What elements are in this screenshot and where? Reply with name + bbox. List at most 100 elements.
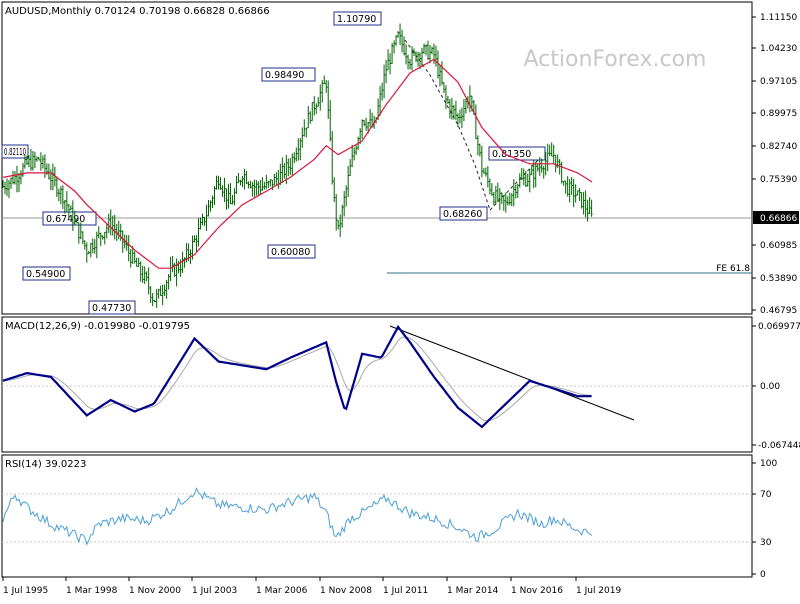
price-bar <box>237 172 240 184</box>
price-bar <box>59 186 62 205</box>
price-bar <box>159 285 162 296</box>
price-bar <box>526 173 529 187</box>
macd-signal-line <box>2 336 592 422</box>
swing-label-047730: 0.47730 <box>92 303 131 314</box>
price-bar <box>245 170 248 184</box>
price-bar <box>143 266 146 284</box>
price-bar <box>329 99 332 142</box>
price-bar <box>301 127 304 148</box>
price-bar <box>353 147 356 161</box>
price-bar <box>490 183 493 196</box>
price-bar <box>73 210 76 226</box>
price-bar <box>528 168 531 193</box>
price-bar <box>149 286 152 304</box>
swing-labels: 0.82110 0.67490 0.54900 0.47730 0.98490 … <box>1 11 546 315</box>
price-bar <box>387 49 390 71</box>
swing-label-068260: 0.68260 <box>443 209 482 220</box>
swing-label-082110: 0.82110 <box>4 147 26 158</box>
price-bar <box>139 261 142 282</box>
price-bar <box>568 178 571 203</box>
price-bar <box>295 147 298 162</box>
price-bar <box>135 257 138 267</box>
price-bar <box>79 222 82 240</box>
price-bar <box>103 231 106 245</box>
price-bar <box>546 143 549 172</box>
macd-panel <box>1 316 753 453</box>
price-bar <box>554 154 557 173</box>
price-bar <box>381 82 384 101</box>
price-bar <box>119 223 122 241</box>
price-bar <box>297 138 300 161</box>
price-bar <box>572 178 575 208</box>
price-bar <box>393 40 396 54</box>
price-bar <box>409 58 412 70</box>
x-tick-label: 1 Mar 1998 <box>66 586 118 596</box>
price-bar <box>217 175 220 190</box>
price-bar <box>524 171 527 187</box>
price-tick-label: 0.82740 <box>760 142 797 152</box>
price-bar <box>7 179 10 199</box>
price-bar <box>389 53 392 75</box>
price-bar <box>205 204 208 232</box>
rsi-y-axis: 100 70 30 0 <box>752 459 777 580</box>
price-bar <box>486 166 489 188</box>
price-bar <box>25 155 28 165</box>
price-bar <box>369 109 372 128</box>
price-bar <box>562 180 565 186</box>
price-bar <box>21 162 24 177</box>
price-bar <box>225 188 228 210</box>
price-bar <box>333 177 336 203</box>
price-bar <box>552 144 555 164</box>
price-bar <box>576 190 579 196</box>
price-bar <box>197 217 200 247</box>
price-bar <box>269 179 272 187</box>
x-tick-label: 1 Mar 2014 <box>447 586 499 596</box>
price-bar <box>181 251 184 273</box>
price-bar <box>35 156 38 162</box>
price-bar <box>494 185 497 205</box>
price-bar <box>145 271 148 282</box>
price-bar <box>417 51 420 67</box>
rsi-tick-label: 100 <box>760 459 777 469</box>
price-bar <box>215 175 218 190</box>
price-bar <box>351 144 354 168</box>
price-bar <box>514 184 517 199</box>
price-bar <box>462 99 465 122</box>
price-bar <box>430 46 433 55</box>
price-bar <box>113 214 116 240</box>
price-bar <box>391 43 394 65</box>
price-bar <box>484 167 487 177</box>
price-bar <box>405 44 408 65</box>
price-bar <box>117 220 120 240</box>
price-bar <box>335 194 338 231</box>
price-bar <box>71 200 74 231</box>
price-bar <box>432 43 435 64</box>
price-bar <box>151 293 154 307</box>
price-bar <box>564 180 567 194</box>
rsi-tick-label: 70 <box>760 490 772 500</box>
price-bar <box>67 203 70 219</box>
price-bar <box>235 175 238 194</box>
price-bar <box>31 150 34 171</box>
price-y-axis: 1.11150 1.04230 0.97105 0.89975 0.82740 … <box>752 13 797 316</box>
price-bar <box>570 176 573 196</box>
price-ma <box>2 58 593 269</box>
price-bar <box>147 267 150 295</box>
price-bar <box>560 161 563 184</box>
price-bar <box>506 196 509 206</box>
price-bar <box>508 192 511 206</box>
price-bar <box>500 192 503 205</box>
price-bar <box>37 156 40 161</box>
price-bar <box>99 232 102 247</box>
price-bar <box>415 51 418 63</box>
price-bar <box>233 188 236 206</box>
price-bar <box>343 191 346 217</box>
price-bar <box>542 165 545 179</box>
swing-label-081350: 0.81350 <box>492 149 531 160</box>
price-bar <box>47 163 50 180</box>
price-bar <box>303 119 306 137</box>
price-bar <box>424 44 427 56</box>
price-bar <box>129 248 132 268</box>
price-bar <box>265 174 268 189</box>
price-bar <box>39 152 42 171</box>
